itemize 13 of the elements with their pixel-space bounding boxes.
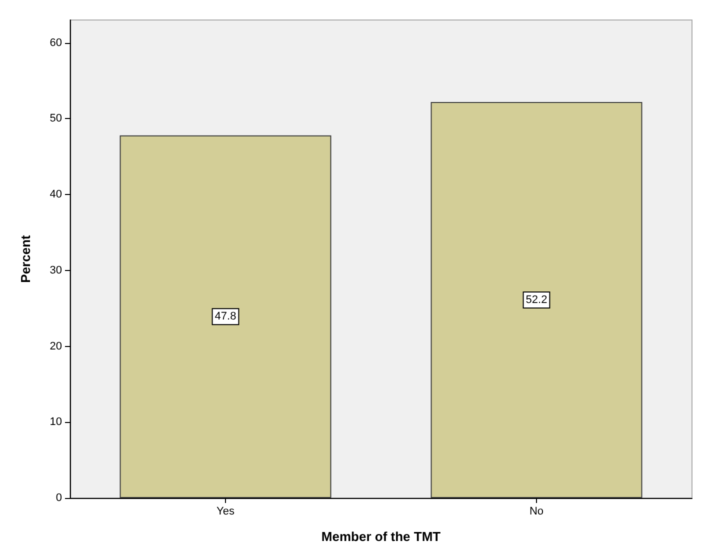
y-axis-title: Percent <box>18 234 33 283</box>
y-tick-label: 50 <box>50 112 62 125</box>
x-axis-title: Member of the TMT <box>321 529 441 544</box>
y-tick-label: 60 <box>50 36 62 49</box>
y-tick-label: 0 <box>56 492 62 504</box>
y-tick-label: 10 <box>50 416 62 428</box>
data-label: 47.8 <box>214 310 236 323</box>
y-tick-label: 20 <box>50 340 62 352</box>
y-tick-label: 30 <box>50 264 62 276</box>
data-label: 52.2 <box>526 294 548 306</box>
x-tick-label: No <box>529 506 544 518</box>
x-tick-label: Yes <box>216 506 235 518</box>
y-tick-label: 40 <box>50 188 62 201</box>
